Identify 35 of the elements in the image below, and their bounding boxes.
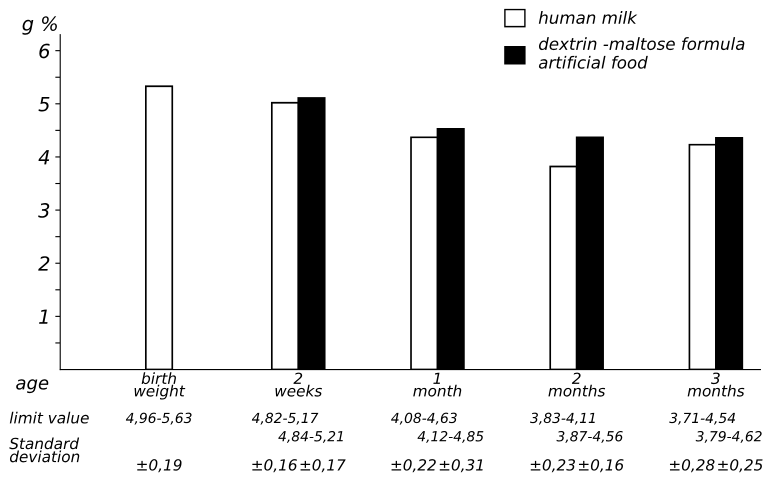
text: 4,84-5,21 — [278, 430, 343, 443]
text: 3,79-4,62 — [696, 430, 762, 443]
text: 4,96-5,63 — [126, 412, 192, 425]
text: limit value — [10, 412, 89, 424]
text: 3,71-4,54 — [669, 412, 736, 425]
y-tick-label: 5 — [38, 97, 50, 112]
text: ±0,16 — [252, 459, 297, 472]
y-tick-label: 6 — [39, 44, 50, 58]
x-tick-label: 2 weeks — [276, 372, 322, 397]
x-tick-label: birth weight — [134, 372, 186, 400]
x-tick-label: 3 months — [688, 372, 744, 397]
y-tick-label: 3 — [38, 203, 50, 218]
text: ±0,17 — [300, 459, 346, 472]
y-tick-label: 2 — [38, 256, 50, 271]
text: 3,83-4,11 — [530, 412, 595, 425]
text: ±0,16 — [578, 459, 624, 472]
x-tick-label: 2 months — [548, 372, 606, 397]
text: 4,12-4,85 — [418, 430, 484, 443]
text: ±0,31 — [440, 459, 483, 472]
y-tick-label: 4 — [38, 150, 50, 164]
text: Standard deviation — [9, 437, 80, 462]
text: ±0,23 — [530, 459, 575, 472]
text: ±0,22 — [392, 459, 436, 472]
text: ±0,25 — [718, 459, 763, 472]
text: 4,08-4,63 — [391, 412, 457, 425]
text: 4,82-5,17 — [252, 412, 318, 425]
text: 3,87-4,56 — [556, 430, 623, 443]
x-tick-label: 1 month — [413, 372, 462, 397]
legend-label: human milk — [538, 11, 638, 24]
legend-label: dextrin -maltose formula artificial food — [538, 37, 744, 69]
text: ±0,28 — [670, 459, 715, 472]
text: ±0,19 — [137, 459, 182, 472]
y-tick-label: 1 — [39, 310, 48, 324]
x-axis-title: age — [16, 379, 48, 394]
y-axis-title: g % — [22, 16, 57, 35]
